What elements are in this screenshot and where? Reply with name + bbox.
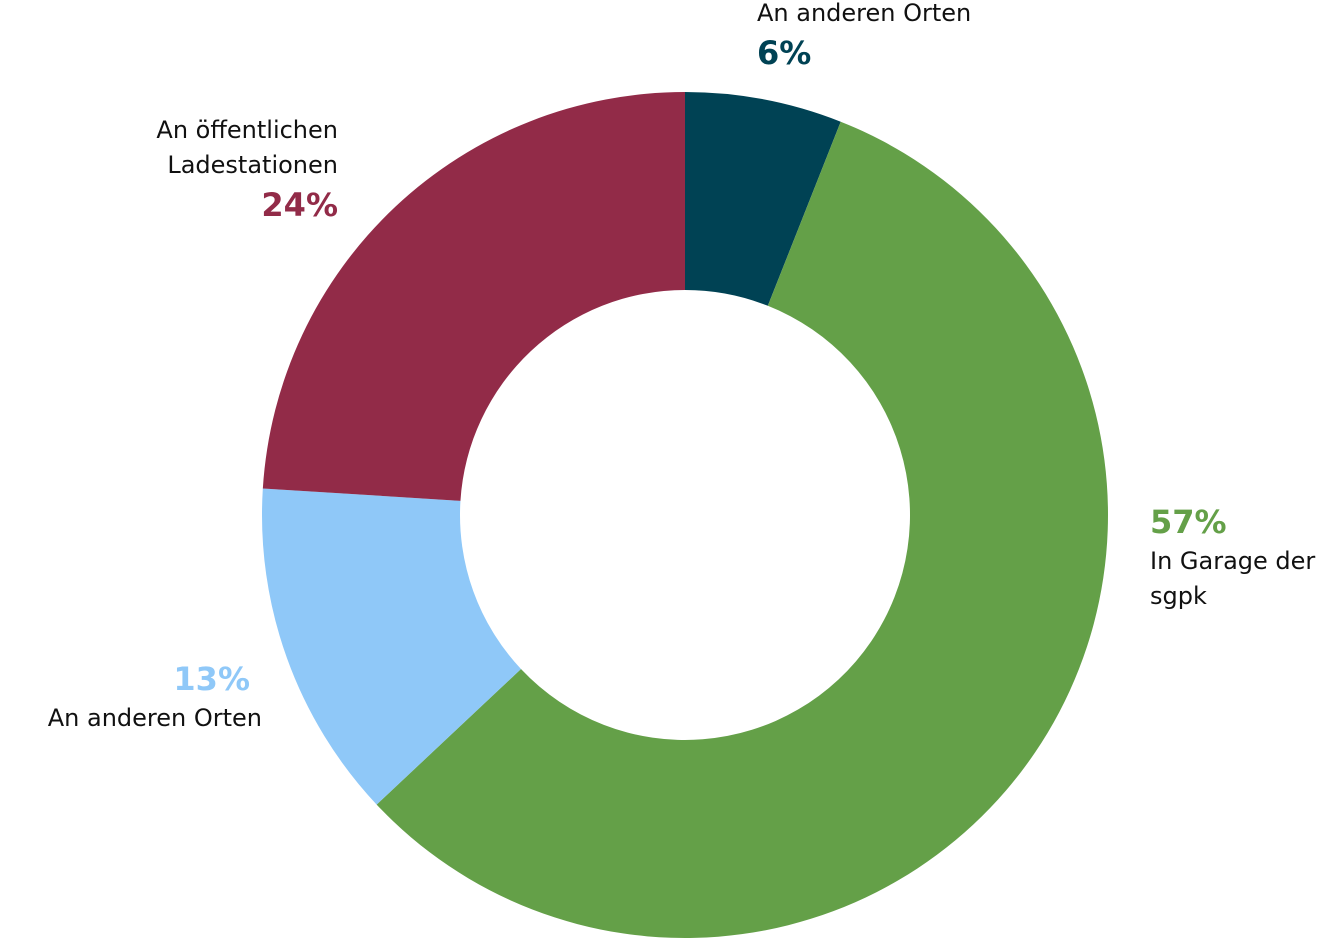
category-label: In Garage der sgpk bbox=[1150, 547, 1316, 610]
slice bbox=[685, 92, 841, 306]
category-label: An öffentlichen Ladestationen bbox=[156, 116, 338, 179]
slice bbox=[262, 92, 685, 501]
category-label: An anderen Orten bbox=[47, 704, 262, 732]
slice bbox=[376, 121, 1108, 938]
value-label: 57% bbox=[1150, 503, 1227, 541]
slice-label: An öffentlichen Ladestationen 24% bbox=[98, 113, 338, 227]
value-label: 24% bbox=[261, 186, 338, 224]
slice-label: An anderen Orten 6% bbox=[757, 0, 1057, 75]
slice-label: 13% An anderen Orten bbox=[0, 657, 262, 736]
slice bbox=[262, 488, 521, 805]
slice-label: 57% In Garage der sgpk bbox=[1150, 500, 1343, 614]
value-label: 13% bbox=[173, 660, 250, 698]
category-label: An anderen Orten bbox=[757, 0, 972, 27]
value-label: 6% bbox=[757, 34, 812, 72]
